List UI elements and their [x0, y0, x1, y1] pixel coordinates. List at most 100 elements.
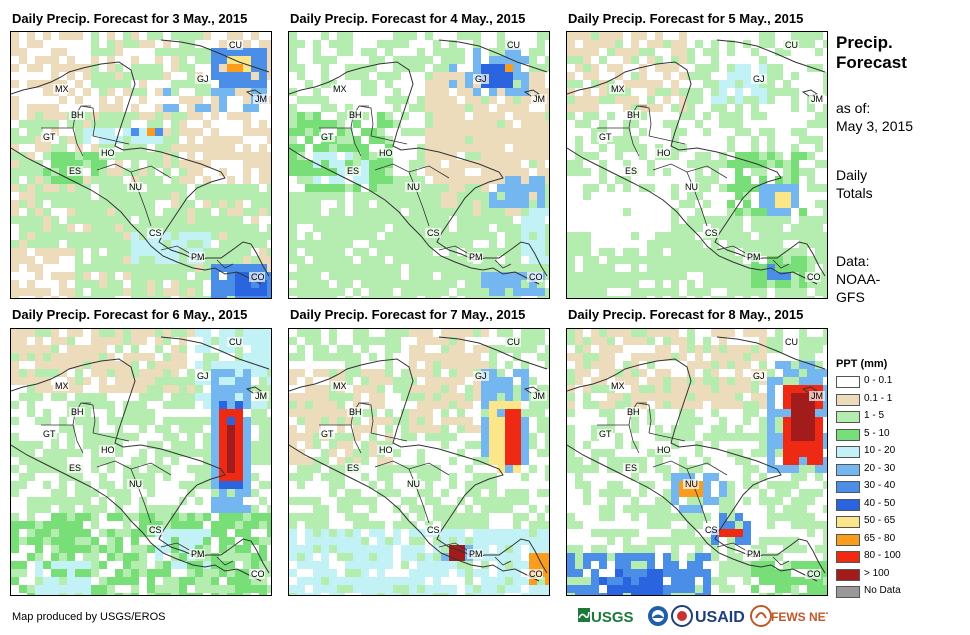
precip-cell [567, 160, 575, 168]
precip-cell [583, 96, 591, 104]
precip-cell [751, 409, 759, 417]
precip-cell [497, 160, 505, 168]
precip-cell [655, 288, 663, 296]
precip-cell [75, 216, 83, 224]
precip-cell [195, 417, 203, 425]
precip-cell [799, 561, 807, 569]
precip-cell [481, 457, 489, 465]
precip-cell [27, 232, 35, 240]
precip-cell [815, 473, 823, 481]
precip-cell [655, 88, 663, 96]
precip-cell [171, 505, 179, 513]
precip-cell [211, 465, 219, 473]
precip-cell [179, 240, 187, 248]
precip-cell [259, 256, 267, 264]
precip-cell [171, 248, 179, 256]
precip-cell [505, 64, 513, 72]
precip-cell [671, 296, 679, 298]
coastline [11, 358, 270, 574]
precip-cell [639, 585, 647, 593]
precip-cell [43, 345, 51, 353]
precip-cell [267, 457, 271, 465]
precip-cell [227, 72, 235, 80]
precip-cell [799, 208, 807, 216]
precip-cell [43, 377, 51, 385]
precip-cell [791, 521, 799, 529]
precip-cell [545, 545, 549, 553]
precip-cell [83, 505, 91, 513]
precip-cell [75, 152, 83, 160]
precip-cell [99, 329, 107, 337]
precip-cell [823, 256, 827, 264]
precip-cell [575, 329, 583, 337]
precip-cell [599, 369, 607, 377]
precip-cell [457, 168, 465, 176]
precip-cell [115, 192, 123, 200]
precip-cell [361, 232, 369, 240]
precip-cell [259, 457, 267, 465]
precip-cell [107, 176, 115, 184]
precip-cell [259, 345, 267, 353]
precip-cell [647, 329, 655, 337]
precip-cell [647, 184, 655, 192]
precip-cell [433, 585, 441, 593]
precip-cell [67, 353, 75, 361]
precip-cell [473, 593, 481, 595]
precip-cell [353, 585, 361, 593]
precip-cell [361, 569, 369, 577]
precip-cell [449, 433, 457, 441]
precip-cell [425, 585, 433, 593]
precip-cell [243, 393, 251, 401]
precip-cell [139, 280, 147, 288]
precip-cell [529, 152, 537, 160]
precip-cell [727, 224, 735, 232]
precip-cell [11, 176, 19, 184]
precip-cell [337, 256, 345, 264]
precip-cell [767, 152, 775, 160]
precip-cell [639, 577, 647, 585]
precip-cell [297, 120, 305, 128]
precip-cell [243, 505, 251, 513]
precip-cell [545, 593, 549, 595]
precip-cell [139, 329, 147, 337]
precip-cell [353, 449, 361, 457]
precip-cell [35, 577, 43, 585]
precip-cell [807, 377, 815, 385]
country-label: PM [191, 252, 205, 262]
precip-cell [377, 393, 385, 401]
precip-cell [465, 200, 473, 208]
precip-cell [203, 248, 211, 256]
precip-cell [321, 96, 329, 104]
precip-cell [735, 72, 743, 80]
country-label: NU [407, 182, 420, 192]
precip-cell [449, 248, 457, 256]
precip-cell [219, 337, 227, 345]
precip-cell [321, 160, 329, 168]
precip-cell [465, 232, 473, 240]
precip-cell [473, 497, 481, 505]
precip-cell [27, 385, 35, 393]
precip-cell [147, 569, 155, 577]
precip-cell [353, 200, 361, 208]
precip-cell [147, 112, 155, 120]
precip-cell [251, 128, 259, 136]
precip-cell [823, 433, 827, 441]
precip-cell [289, 232, 297, 240]
precip-cell [131, 433, 139, 441]
precip-cell [147, 240, 155, 248]
country-label: GJ [197, 74, 209, 84]
precip-cell [243, 593, 251, 595]
precip-cell [171, 329, 179, 337]
precip-cell [655, 393, 663, 401]
precip-cell [155, 216, 163, 224]
precip-cell [83, 425, 91, 433]
precip-cell [337, 457, 345, 465]
precip-cell [465, 128, 473, 136]
precip-cell [267, 513, 271, 521]
precip-cell [783, 280, 791, 288]
precip-cell [369, 441, 377, 449]
precip-cell [703, 280, 711, 288]
precip-cell [289, 449, 297, 457]
precip-cell [687, 248, 695, 256]
